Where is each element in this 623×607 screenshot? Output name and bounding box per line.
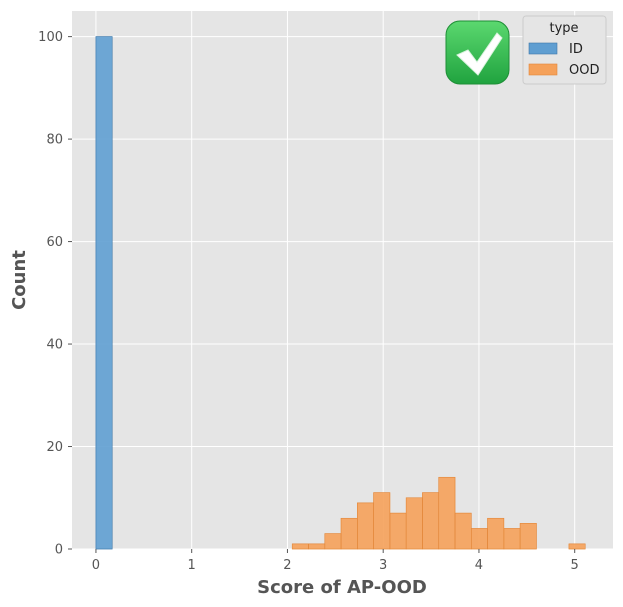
plot-area — [72, 11, 613, 549]
bar-ood-12 — [487, 518, 505, 550]
legend: type ID OOD — [522, 15, 607, 85]
legend-label-id: ID — [569, 42, 583, 57]
bar-ood-13 — [503, 528, 521, 550]
x-axis-title: Score of AP-OOD — [257, 577, 427, 598]
x-tick-label-4: 4 — [475, 558, 483, 573]
grid-lines — [72, 11, 613, 550]
y-tick-label-4: 80 — [46, 133, 63, 148]
bar-ood-0 — [291, 543, 309, 550]
y-tick-label-5: 100 — [38, 30, 63, 45]
bar-edge-ood-14 — [519, 523, 537, 550]
bar-ood-14 — [519, 523, 537, 550]
x-tick-label-5: 5 — [571, 558, 579, 573]
bar-ood-3 — [340, 518, 358, 550]
histogram-bars — [95, 36, 586, 550]
bar-ood-8 — [422, 492, 439, 550]
bar-id-0 — [95, 36, 113, 550]
x-tick-label-0: 0 — [92, 558, 100, 573]
bar-ood-6 — [389, 512, 407, 550]
bar-ood-7 — [405, 497, 423, 550]
legend-swatch-ood — [528, 63, 558, 76]
y-tick-label-0: 0 — [55, 543, 63, 558]
y-tick-label-2: 40 — [46, 338, 63, 353]
y-axis-title: Count — [9, 250, 30, 310]
legend-swatch-id — [528, 42, 558, 55]
x-axis-ticks: 0 1 2 3 4 5 — [92, 549, 579, 573]
bar-edge-id-0 — [95, 36, 113, 550]
x-tick-label-1: 1 — [188, 558, 196, 573]
bar-ood-5 — [373, 492, 391, 550]
bar-ood-9 — [438, 477, 456, 550]
x-tick-label-2: 2 — [283, 558, 291, 573]
y-axis-ticks: 0 20 40 60 80 100 — [38, 30, 72, 558]
bar-ood-17 — [568, 543, 586, 550]
y-tick-label-1: 20 — [46, 440, 63, 455]
legend-label-ood: OOD — [569, 63, 599, 78]
legend-title: type — [549, 21, 578, 36]
x-tick-label-3: 3 — [379, 558, 387, 573]
check-mark-icon — [445, 20, 510, 85]
bar-ood-1 — [308, 543, 326, 550]
bar-ood-11 — [471, 528, 488, 550]
y-tick-label-3: 60 — [46, 235, 63, 250]
bar-edge-ood-17 — [568, 543, 586, 550]
bar-ood-2 — [324, 533, 342, 550]
bar-ood-10 — [454, 512, 472, 550]
bar-ood-4 — [357, 502, 374, 550]
